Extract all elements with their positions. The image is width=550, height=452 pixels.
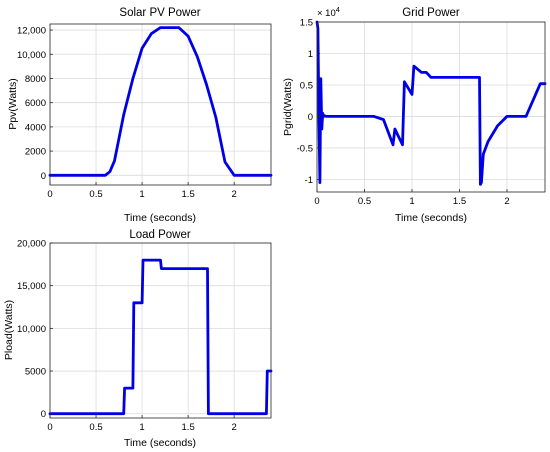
solar-pv-x-ticks: 0 0.5 1 1.5 2 xyxy=(47,182,237,200)
load-power-ylabel: Pload(Watts) xyxy=(3,300,15,360)
grid-power-axes-frame xyxy=(316,21,546,193)
grid-power-y-tick-label: 0.5 xyxy=(300,80,313,91)
grid-power-x-tick-label: 1 xyxy=(409,196,414,207)
grid-power-x-tick-label: 0.5 xyxy=(358,196,371,207)
load-power-x-tick-label: 0.5 xyxy=(89,422,102,433)
load-power-x-tick-label: 2 xyxy=(232,422,237,433)
solar-pv-x-tick-label: 1.5 xyxy=(182,189,195,200)
solar-pv-x-tick-label: 1 xyxy=(139,189,144,200)
grid-power-x-ticks: 0 0.5 1 1.5 2 xyxy=(314,189,510,207)
solar-pv-x-tick-label: 2 xyxy=(232,189,237,200)
solar-pv-x-tick-label: 0.5 xyxy=(89,189,102,200)
solar-pv-xlabel: Time (seconds) xyxy=(124,212,196,224)
load-power-axes-frame xyxy=(49,242,272,419)
solar-pv-power-chart: Solar PV Power 0 0.5 1 1.5 2 0 2000 4000 6000 80… xyxy=(7,7,273,224)
solar-pv-grid xyxy=(49,24,271,185)
solar-pv-y-tick-label: 2000 xyxy=(25,147,46,158)
solar-pv-axes-frame xyxy=(49,23,272,186)
grid-power-ylabel: Pgrid(Watts) xyxy=(282,78,294,136)
load-power-y-tick-label: 20,000 xyxy=(17,239,46,250)
grid-power-y-tick-label: 1.5 xyxy=(300,18,313,29)
grid-power-y-ticks: -1 -0.5 0 0.5 1 1.5 xyxy=(297,18,320,186)
load-power-x-tick-label: 1 xyxy=(139,422,144,433)
load-power-y-tick-label: 0 xyxy=(41,409,46,420)
grid-power-grid xyxy=(316,21,545,192)
solar-pv-y-tick-label: 4000 xyxy=(25,122,46,133)
solar-pv-y-tick-label: 10,000 xyxy=(17,50,46,61)
solar-pv-series-line xyxy=(48,26,273,177)
load-power-x-ticks: 0 0.5 1 1.5 2 xyxy=(47,415,237,433)
solar-pv-title: Solar PV Power xyxy=(119,7,200,19)
grid-power-x-tick-label: 1.5 xyxy=(453,196,466,207)
solar-pv-x-tick-label: 0 xyxy=(47,189,52,200)
grid-power-title: Grid Power xyxy=(402,7,460,19)
grid-power-y-tick-label: 0 xyxy=(308,112,313,123)
solar-pv-y-tick-label: 12,000 xyxy=(17,26,46,37)
grid-power-x-tick-label: 0 xyxy=(314,196,319,207)
load-power-y-ticks: 0 5000 10,000 15,000 20,000 xyxy=(17,239,53,420)
grid-power-y-tick-label: -1 xyxy=(305,175,313,186)
grid-power-chart: Grid Power × 104 0 0.5 1 1.5 2 -1 -0.5 0 0.5 1 1.… xyxy=(282,5,547,224)
load-power-y-tick-label: 5000 xyxy=(25,367,46,378)
load-power-xlabel: Time (seconds) xyxy=(124,437,196,449)
solar-pv-y-tick-label: 8000 xyxy=(25,74,46,85)
grid-power-y-tick-label: -0.5 xyxy=(297,143,313,154)
load-power-y-tick-label: 10,000 xyxy=(17,324,46,335)
load-power-y-tick-label: 15,000 xyxy=(17,281,46,292)
grid-power-y-exponent: × 104 xyxy=(317,5,340,19)
grid-power-xlabel: Time (seconds) xyxy=(395,212,467,224)
solar-pv-y-tick-label: 6000 xyxy=(25,98,46,109)
grid-power-y-tick-label: 1 xyxy=(308,49,313,60)
load-power-series-line xyxy=(48,258,273,416)
load-power-x-tick-label: 1.5 xyxy=(182,422,195,433)
load-power-x-tick-label: 0 xyxy=(47,422,52,433)
grid-power-x-tick-label: 2 xyxy=(504,196,509,207)
load-power-title: Load Power xyxy=(129,229,191,241)
grid-power-series-line xyxy=(315,20,547,186)
solar-pv-ylabel: Ppv(Watts) xyxy=(7,78,19,130)
load-power-chart: Load Power 0 0.5 1 1.5 2 0 5000 10,000 15,000 20… xyxy=(3,229,273,449)
solar-pv-y-ticks: 0 2000 4000 6000 8000 10,000 12,000 xyxy=(17,26,53,182)
solar-pv-y-tick-label: 0 xyxy=(41,171,46,182)
